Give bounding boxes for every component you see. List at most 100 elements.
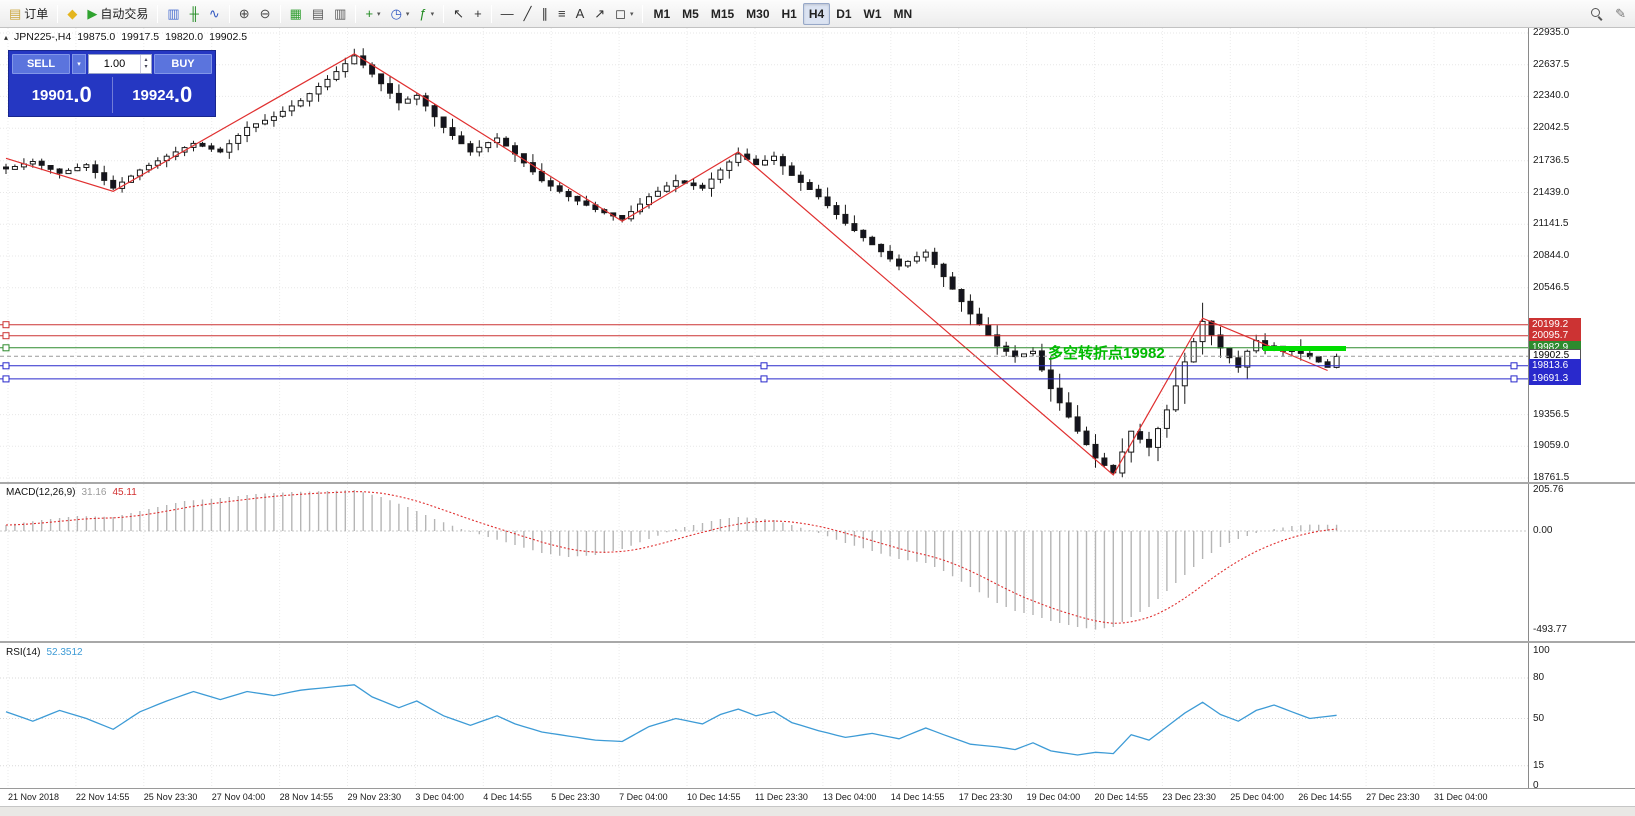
volume-value[interactable]: 1.00 (103, 58, 126, 70)
toolbar-tf-m1[interactable]: M1 (647, 3, 676, 25)
line-handle (2, 362, 10, 370)
autotrading-label: 自动交易 (100, 7, 149, 21)
rsi-name: RSI(14) (6, 647, 41, 658)
time-label: 28 Nov 14:55 (279, 792, 334, 802)
toolbar-cursor-tool[interactable]: ↖ (448, 3, 469, 25)
rsi-tick-label: 0 (1533, 780, 1539, 791)
new-chart-icon: + (365, 6, 374, 21)
toolbar-tf-d1[interactable]: D1 (830, 3, 857, 25)
candlestick-mode-icon: ╫ (189, 6, 199, 21)
price-main-digits: 19924 (132, 86, 174, 104)
time-axis[interactable]: 21 Nov 2018 22 Nov 14:55 25 Nov 23:30 27 No… (0, 788, 1635, 806)
new-chart-dropdown-icon: ▾ (377, 10, 381, 18)
toolbar-new-order[interactable]: ▤ 订单 (4, 3, 53, 25)
toolbar-new-chart[interactable]: + ▾ (360, 3, 385, 25)
toolbar-candlestick-mode[interactable]: ╫ (185, 3, 204, 25)
toolbar-tf-h1[interactable]: H1 (776, 3, 803, 25)
toolbar-tf-h4[interactable]: H4 (802, 2, 831, 25)
toolbar-quick-edit[interactable]: ✎ (1610, 3, 1631, 25)
trade-panel-prices: 19901.0 19924.0 (12, 77, 212, 113)
ohlc-low: 19820.0 (165, 31, 204, 43)
panel-separator-rsi[interactable] (0, 641, 1635, 643)
time-label: 31 Dec 04:00 (1434, 792, 1488, 802)
toolbar-tf-m30[interactable]: M30 (740, 3, 775, 25)
toolbar-indicator-list[interactable]: ƒ ▾ (414, 3, 439, 25)
text-tool-icon: A (575, 6, 585, 21)
toolbar-zoom-out[interactable]: ⊖ (255, 3, 276, 25)
toolbar-trendline-tool[interactable]: ╱ (519, 3, 537, 25)
toolbar-tf-w1[interactable]: W1 (858, 3, 888, 25)
tf-h4-label: H4 (808, 6, 825, 21)
toolbar-fibo-tool[interactable]: ≡ (553, 3, 571, 25)
toolbar-cascade-windows[interactable]: ▤ (307, 3, 329, 25)
rsi-panel[interactable] (0, 644, 1528, 787)
toolbar-arrow-tool[interactable]: ↗ (589, 3, 610, 25)
quick-edit-icon: ✎ (1615, 6, 1626, 21)
buy-button[interactable]: BUY (154, 54, 212, 74)
toolbar-separator (642, 4, 644, 23)
buy-price[interactable]: 19924.0 (113, 77, 213, 113)
time-label: 5 Dec 23:30 (551, 792, 600, 802)
volume-up-icon[interactable]: ▴ (144, 57, 148, 64)
time-label: 27 Nov 04:00 (211, 792, 266, 802)
tf-m5-label: M5 (682, 6, 699, 21)
chart-expand-icon[interactable]: ▴ (4, 32, 9, 42)
toolbar-line-chart-mode[interactable]: ∿ (204, 3, 225, 25)
sell-price[interactable]: 19901.0 (12, 77, 113, 113)
toolbar-tf-m15[interactable]: M15 (705, 3, 740, 25)
panel-separator-macd[interactable] (0, 482, 1635, 484)
macd-tick-label: 205.76 (1533, 483, 1564, 495)
ohlc-open: 19875.0 (77, 31, 116, 43)
time-label: 4 Dec 14:55 (483, 792, 532, 802)
new-order-icon: ▤ (9, 6, 22, 21)
toolbar-shapes-tool[interactable]: ◻ ▾ (610, 3, 638, 25)
time-label: 10 Dec 14:55 (687, 792, 741, 802)
toolbar-separator (355, 4, 357, 23)
toolbar-tf-m5[interactable]: M5 (676, 3, 705, 25)
toolbar-autotrading[interactable]: ▶ 自动交易 (82, 3, 153, 25)
volume-field[interactable]: 1.00 ▴ ▾ (88, 54, 152, 74)
tf-m1-label: M1 (653, 6, 671, 21)
tile-windows-icon: ▦ (289, 6, 302, 21)
toolbar-channel-tool[interactable]: ∥ (537, 3, 554, 25)
line-handle (1510, 362, 1518, 370)
tf-mn-label: MN (893, 6, 913, 21)
volume-spinner[interactable]: ▴ ▾ (140, 55, 151, 73)
toolbar-arrange-windows[interactable]: ▥ (329, 3, 351, 25)
toolbar-separator (443, 4, 445, 23)
toolbar-crosshair-tool[interactable]: + (469, 3, 487, 25)
cursor-tool-icon: ↖ (453, 6, 465, 21)
macd-histogram (5, 490, 1338, 630)
toolbar-separator (490, 4, 492, 23)
ohlc-high: 19917.5 (121, 31, 160, 43)
macd-tick-label: -493.77 (1533, 623, 1567, 635)
macd-label: MACD(12,26,9) 31.16 45.11 (6, 487, 137, 498)
price-tick-label: 20546.5 (1533, 281, 1570, 293)
toolbar-text-tool[interactable]: A (571, 3, 590, 25)
toolbar-tile-windows[interactable]: ▦ (285, 3, 307, 25)
line-handle (1510, 375, 1518, 383)
time-label: 19 Dec 04:00 (1026, 792, 1081, 802)
window-bottom-edge (0, 806, 1635, 816)
volume-dropdown-button[interactable]: ▾ (72, 54, 86, 74)
toolbar-periodicity[interactable]: ◷ ▾ (386, 3, 415, 25)
price-axis[interactable]: 22935.0 22637.5 22340.0 22042.5 21736.5 21439… (1528, 27, 1635, 791)
sell-button[interactable]: SELL (12, 54, 70, 74)
macd-value: 31.16 (81, 487, 107, 498)
time-label: 7 Dec 04:00 (619, 792, 668, 802)
toolbar-bar-chart-mode[interactable]: ▥ (162, 3, 184, 25)
chart-workspace: 多空转折点19982 ▴ JPN225-,H4 19875.0 19917.5 … (0, 27, 1635, 816)
price-tick-label: 21439.0 (1533, 186, 1570, 198)
volume-down-icon[interactable]: ▾ (144, 64, 148, 70)
toolbar-hline-tool[interactable]: — (496, 3, 519, 25)
toolbar-tf-mn[interactable]: MN (888, 3, 919, 25)
line-handle (2, 344, 10, 352)
macd-panel[interactable] (0, 484, 1528, 640)
toolbar-favorites[interactable]: ◆ (62, 3, 82, 25)
price-main-digits: 19901 (31, 86, 74, 104)
line-handle (760, 362, 768, 370)
price-chart[interactable]: 多空转折点19982 (0, 28, 1528, 482)
toolbar-zoom-in[interactable]: ⊕ (234, 3, 255, 25)
price-tick-label: 21736.5 (1533, 154, 1570, 166)
toolbar-search[interactable] (1585, 3, 1608, 25)
